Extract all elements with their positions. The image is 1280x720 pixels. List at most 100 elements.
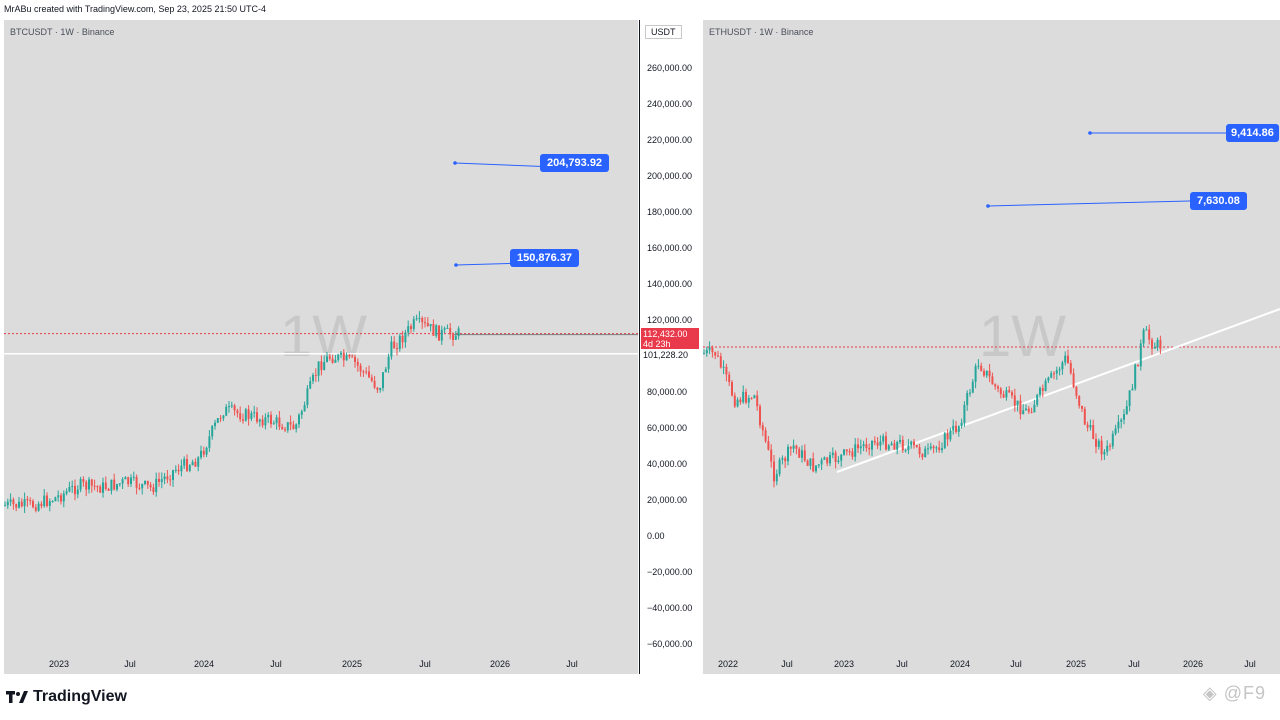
eth-candle (1153, 342, 1156, 349)
eth-candle (1019, 394, 1022, 420)
btc-candle (373, 375, 376, 390)
btc-candle (398, 333, 401, 352)
btc-candle (222, 414, 225, 422)
btc-target-label-2[interactable]: 150,876.37 (510, 249, 580, 267)
price-axis-tick: 120,000.00 (647, 315, 693, 325)
btc-candle (228, 401, 230, 413)
price-axis-tick: 60,000.00 (647, 423, 688, 433)
btc-target-anchor[interactable] (454, 263, 458, 267)
btc-candle (144, 480, 146, 486)
eth-chart-pane[interactable]: ETHUSDT · 1W · Binance 1W 9,414.86 7,630… (703, 20, 1280, 654)
eth-candle (971, 379, 974, 394)
pane-divider[interactable] (639, 20, 640, 674)
eth-candle (823, 456, 826, 460)
btc-candle (376, 386, 379, 394)
btc-candle (233, 403, 236, 416)
eth-candle (834, 450, 837, 469)
btc-time-axis[interactable]: 2023 Jul 2024 Jul 2025 Jul 2026 Jul (4, 654, 638, 674)
eth-candle (731, 380, 733, 397)
btc-target-line[interactable] (455, 262, 511, 266)
tradingview-logo[interactable]: TradingView (6, 688, 127, 706)
eth-candle (1120, 418, 1123, 429)
btc-chart-pane[interactable]: BTCUSDT · 1W · Binance 1W 204,793.92 150… (4, 20, 638, 654)
eth-candle (999, 387, 1002, 399)
eth-candle (882, 433, 885, 445)
btc-candle (242, 413, 244, 424)
eth-candle (1041, 384, 1044, 398)
btc-target-line[interactable] (454, 162, 541, 167)
btc-candle (275, 414, 278, 430)
eth-candle (745, 388, 747, 405)
btc-candle (186, 454, 188, 472)
btc-candle (71, 480, 74, 493)
eth-candle (1089, 419, 1092, 431)
currency-unit-button[interactable]: USDT (645, 25, 682, 39)
btc-candle (303, 401, 306, 412)
eth-candle (708, 341, 711, 354)
btc-candle (194, 458, 197, 467)
btc-candle (183, 456, 186, 470)
price-axis[interactable]: USDT 260,000.00 240,000.00 220,000.00 200,0… (641, 20, 701, 654)
eth-candle (974, 363, 977, 389)
btc-candle (29, 497, 32, 505)
eth-candle (1016, 400, 1019, 412)
btc-candle (435, 324, 438, 338)
eth-candle (932, 444, 935, 454)
eth-candle (1137, 364, 1139, 367)
eth-candle (792, 439, 795, 453)
btc-candle (261, 415, 264, 428)
tradingview-brand-text: TradingView (33, 688, 127, 705)
btc-candle (247, 405, 250, 426)
btc-candle (401, 330, 404, 349)
eth-candle (714, 351, 717, 360)
eth-candle (812, 452, 815, 473)
eth-target-label-2[interactable]: 7,630.08 (1190, 192, 1247, 210)
eth-candle (907, 439, 910, 455)
btc-candle (454, 331, 457, 341)
eth-candle (831, 447, 834, 459)
btc-candle (174, 465, 177, 473)
btc-target-label-1[interactable]: 204,793.92 (540, 154, 610, 172)
eth-candle (1069, 360, 1072, 375)
watermark-text: @F9 (1223, 683, 1266, 703)
eth-candle (915, 444, 918, 448)
eth-time-axis[interactable]: 2022 Jul 2023 Jul 2024 Jul 2025 Jul 2026 Jul (703, 654, 1280, 674)
btc-target-anchor[interactable] (453, 161, 457, 165)
price-axis-tick: 200,000.00 (647, 171, 693, 181)
eth-candle (1064, 351, 1067, 366)
eth-target-anchor[interactable] (986, 204, 990, 208)
price-axis-tick: 240,000.00 (647, 99, 693, 109)
btc-candle (440, 325, 443, 345)
eth-candle (1058, 366, 1061, 376)
eth-candle (764, 427, 767, 444)
eth-candle (857, 438, 859, 453)
eth-target-anchor[interactable] (1088, 131, 1092, 135)
bar-countdown: 4d 23h (643, 339, 671, 349)
btc-candle (407, 320, 410, 337)
time-axis-tick: Jul (270, 659, 282, 669)
btc-candle (88, 476, 90, 494)
eth-candle (851, 447, 854, 460)
eth-target-label-1[interactable]: 9,414.86 (1226, 124, 1279, 142)
eth-candle (705, 346, 708, 357)
btc-candle (20, 498, 23, 508)
btc-candle (236, 408, 239, 418)
time-axis-tick: 2022 (717, 659, 739, 669)
btc-candle (152, 483, 155, 496)
eth-target-line[interactable] (987, 200, 1191, 207)
btc-candle (289, 415, 292, 431)
eth-candle (1128, 390, 1131, 412)
btc-candle (379, 387, 382, 393)
eth-candle (767, 435, 770, 451)
eth-candle (1145, 326, 1148, 331)
btc-candle (118, 483, 121, 487)
eth-candle (955, 420, 957, 434)
eth-candle (896, 440, 899, 455)
btc-candle (177, 464, 180, 475)
btc-candle (34, 504, 37, 513)
eth-candle (935, 445, 938, 453)
eth-candle (820, 457, 823, 470)
eth-candle (988, 363, 991, 383)
btc-candle (138, 483, 141, 491)
eth-candle (862, 440, 865, 452)
